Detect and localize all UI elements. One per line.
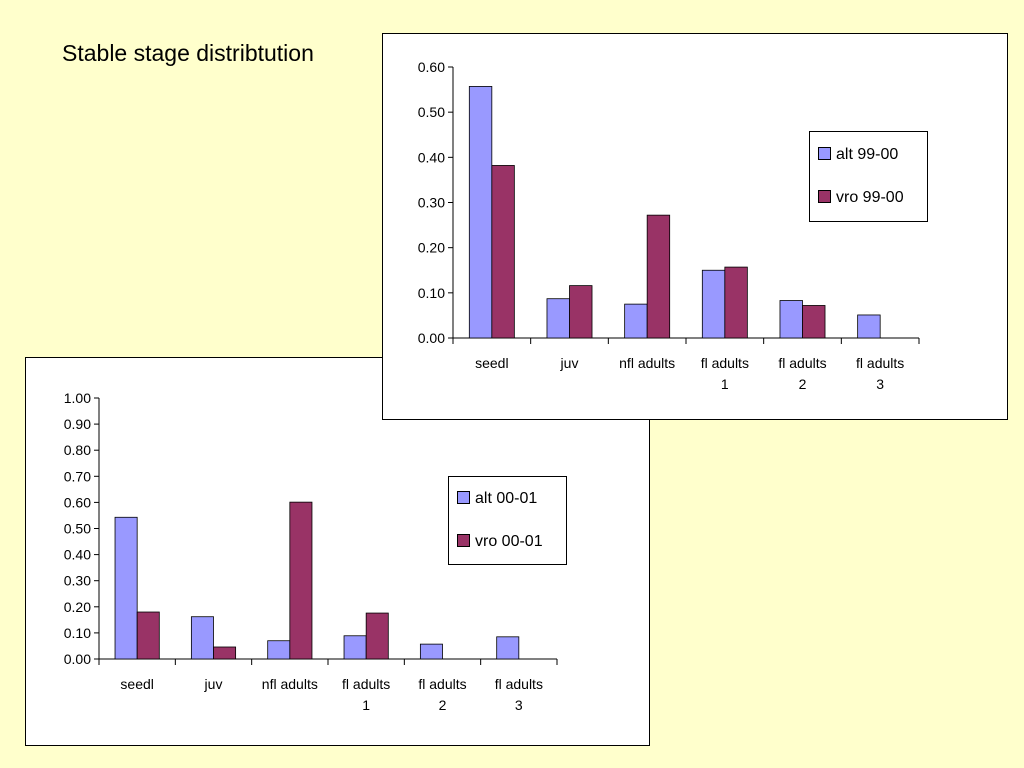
chart-00-01-y-tick-label: 0.30 — [64, 573, 91, 589]
chart-99-00-y-tick-label: 0.20 — [418, 240, 445, 256]
chart-99-00-category-label: 1 — [721, 376, 729, 392]
chart-99-00-y-tick-label: 0.40 — [418, 149, 445, 165]
chart-99-00-category-label: 2 — [799, 376, 807, 392]
chart-99-00-category-label: 3 — [876, 376, 884, 392]
chart-99-00-category-label: fl adults — [778, 355, 826, 371]
chart-99-00-bar — [779, 300, 803, 339]
legend-item-vro-99-00: vro 99-00 — [818, 189, 904, 207]
legend-swatch-vro — [457, 534, 470, 547]
chart-00-01-y-tick-label: 0.50 — [64, 521, 91, 537]
chart-99-00-y-tick-label: 0.00 — [418, 330, 445, 346]
chart-00-01-category-label: fl adults — [418, 676, 466, 692]
chart-00-01-bar — [419, 643, 443, 660]
chart-00-01-bar — [190, 616, 214, 660]
legend-label: alt 00-01 — [475, 490, 538, 507]
chart-99-00-bar — [546, 298, 570, 339]
chart-00-01-category-label: fl adults — [495, 676, 543, 692]
legend-label: vro 99-00 — [836, 189, 904, 206]
chart-00-01-bar — [213, 646, 237, 660]
chart-99-00-bar — [491, 165, 515, 339]
chart-99-00-category-label: juv — [560, 355, 579, 371]
chart-00-01-y-tick-label: 0.70 — [64, 468, 91, 484]
chart-00-01-bar — [365, 612, 389, 660]
chart-00-01-category-label: seedl — [120, 676, 153, 692]
chart-99-00-category-label: nfl adults — [619, 355, 675, 371]
chart-99-00-bar — [724, 266, 748, 339]
chart-99-00-bar — [646, 214, 671, 339]
chart-99-00-bar — [857, 314, 881, 339]
chart-00-01-category-label: 2 — [439, 697, 447, 713]
chart-00-01-y-tick-label: 0.80 — [64, 442, 91, 458]
chart-99-00-y-tick-label: 0.30 — [418, 195, 445, 211]
legend-item-alt-99-00: alt 99-00 — [818, 146, 898, 164]
chart-00-01-bar — [289, 501, 313, 660]
chart-99-00-category-label: fl adults — [701, 355, 749, 371]
legend-item-vro-00-01: vro 00-01 — [457, 533, 543, 551]
chart-99-00-category-label: fl adults — [856, 355, 904, 371]
chart-00-01-y-tick-label: 0.00 — [64, 651, 91, 667]
legend-label: alt 99-00 — [836, 146, 899, 163]
chart-99-00-bar — [569, 285, 593, 339]
chart-00-01: 0.00 0.10 0.20 0.30 0.40 0.50 0.60 0.70 0.80 0.90… — [25, 357, 650, 746]
chart-00-01-category-label: juv — [204, 676, 223, 692]
chart-00-01-category-label: 3 — [515, 697, 523, 713]
chart-99-00-bar — [468, 86, 493, 339]
chart-00-01-category-label: nfl adults — [262, 676, 318, 692]
legend-swatch-alt — [818, 147, 831, 160]
chart-99-00-y-tick-label: 0.10 — [418, 285, 445, 301]
chart-99-00-bar — [701, 269, 726, 339]
chart-99-00: 0.00 0.10 0.20 0.30 0.40 0.50 0.60 seedl juv nfl … — [382, 33, 1008, 420]
chart-00-01-bar — [496, 636, 520, 660]
legend-swatch-vro — [818, 190, 831, 203]
chart-00-01-y-tick-label: 0.20 — [64, 599, 91, 615]
chart-00-01-bar — [136, 611, 160, 660]
legend-swatch-alt — [457, 491, 470, 504]
chart-00-01-legend: alt 00-01 vro 00-01 — [448, 476, 567, 565]
chart-00-01-bar — [114, 516, 138, 660]
chart-99-00-category-label: seedl — [475, 355, 508, 371]
chart-00-01-category-label: 1 — [362, 697, 370, 713]
chart-00-01-y-tick-label: 0.10 — [64, 625, 91, 641]
chart-00-01-y-tick-label: 0.90 — [64, 416, 91, 432]
legend-label: vro 00-01 — [475, 533, 543, 550]
chart-00-01-y-tick-label: 0.60 — [64, 494, 91, 510]
chart-00-01-category-label: fl adults — [342, 676, 390, 692]
chart-00-01-y-tick-label: 0.40 — [64, 547, 91, 563]
chart-99-00-plot: 0.00 0.10 0.20 0.30 0.40 0.50 0.60 seedl juv nfl … — [418, 59, 920, 392]
chart-99-00-y-tick-label: 0.60 — [418, 59, 445, 75]
slide-title: Stable stage distribtution — [62, 40, 314, 66]
legend-item-alt-00-01: alt 00-01 — [457, 490, 537, 508]
chart-99-00-y-tick-label: 0.50 — [418, 104, 445, 120]
chart-99-00-bar — [802, 305, 826, 339]
chart-00-01-y-tick-label: 1.00 — [64, 390, 91, 406]
chart-00-01-plot: 0.00 0.10 0.20 0.30 0.40 0.50 0.60 0.70 0.80 0.90… — [64, 390, 558, 713]
chart-00-01-bar — [343, 635, 367, 660]
chart-99-00-bar — [624, 303, 648, 339]
chart-00-01-bar — [267, 640, 291, 660]
chart-99-00-legend: alt 99-00 vro 99-00 — [809, 131, 928, 222]
